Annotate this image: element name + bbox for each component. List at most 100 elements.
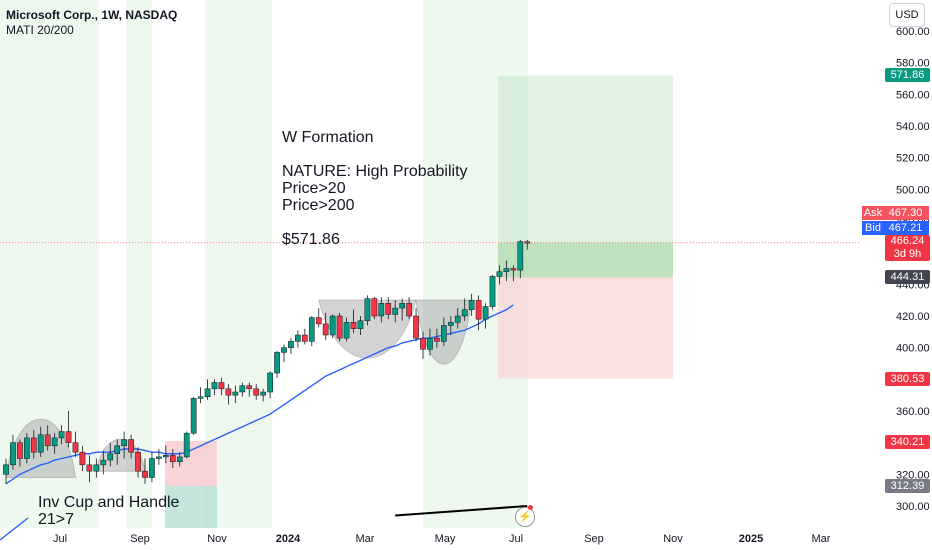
time-tick: Nov bbox=[663, 533, 683, 545]
candle-body bbox=[357, 320, 364, 329]
note-line: $571.86 bbox=[282, 231, 340, 248]
time-tick: 2025 bbox=[739, 533, 763, 545]
cup-handle-note[interactable]: Inv Cup and Handle 21>7 bbox=[38, 494, 179, 528]
candle-body bbox=[190, 398, 197, 434]
candle-body bbox=[302, 334, 308, 342]
note-line: NATURE: High Probability bbox=[282, 163, 468, 180]
time-tick: Mar bbox=[356, 533, 375, 545]
candle-body bbox=[496, 271, 503, 277]
candle-body bbox=[322, 323, 329, 336]
candle-body bbox=[524, 241, 531, 244]
candle-body bbox=[100, 459, 107, 466]
cup-target-zone bbox=[165, 486, 217, 528]
last-price-value: 466.24 bbox=[890, 235, 925, 247]
note-line: 21>7 bbox=[38, 511, 75, 528]
candle-body bbox=[169, 455, 176, 462]
cup-stop-zone bbox=[165, 441, 217, 486]
bid-price-label: Bid 467.21 bbox=[862, 221, 929, 235]
currency-button[interactable]: USD bbox=[889, 3, 925, 27]
price-tick: 420.00 bbox=[896, 311, 930, 323]
time-tick: Mar bbox=[812, 533, 831, 545]
note-line: W Formation bbox=[282, 129, 374, 146]
candle-body bbox=[371, 298, 378, 317]
candle-body bbox=[343, 322, 350, 339]
candle-body bbox=[149, 458, 155, 478]
candle-body bbox=[86, 464, 93, 472]
candle-body bbox=[17, 442, 23, 459]
candle-body bbox=[489, 276, 496, 307]
candle-body bbox=[503, 268, 510, 272]
candle-body bbox=[413, 315, 419, 339]
candle-body bbox=[218, 382, 225, 390]
candle-body bbox=[72, 442, 79, 453]
candle-body bbox=[517, 241, 524, 271]
price-tick: 600.00 bbox=[896, 26, 930, 38]
candle-body bbox=[385, 303, 392, 315]
candle-body bbox=[128, 439, 134, 453]
candle-body bbox=[295, 334, 301, 342]
symbol-title[interactable]: Microsoft Corp., 1W, NASDAQ bbox=[6, 8, 178, 22]
candle-body bbox=[253, 388, 260, 396]
price-tick: 560.00 bbox=[896, 89, 930, 101]
candle-body bbox=[107, 453, 114, 461]
candle-body bbox=[392, 307, 399, 315]
entry-price-tag: 444.31 bbox=[885, 270, 930, 284]
candle-body bbox=[454, 315, 461, 323]
price-tick: 540.00 bbox=[896, 121, 930, 133]
candle-body bbox=[225, 388, 232, 396]
candle-body bbox=[378, 303, 385, 317]
flash-icon[interactable]: ⚡ bbox=[515, 507, 535, 527]
candle-body bbox=[315, 317, 322, 325]
bar-countdown: 3d 9h bbox=[893, 248, 922, 260]
note-line bbox=[282, 146, 468, 163]
candle-body bbox=[406, 303, 412, 317]
ask-price-label: Ask 467.30 bbox=[862, 206, 929, 220]
ma-20-tail bbox=[0, 517, 29, 541]
candle-body bbox=[163, 455, 169, 458]
time-tick: Jul bbox=[53, 533, 67, 545]
price-tick: 320.00 bbox=[896, 469, 930, 481]
candle-body bbox=[420, 337, 426, 350]
bid-key: Bid bbox=[865, 222, 881, 234]
candle-body bbox=[142, 470, 148, 478]
candle-body bbox=[427, 337, 433, 350]
price-tick: 360.00 bbox=[896, 406, 930, 418]
note-line: Price>20 bbox=[282, 180, 346, 197]
time-tick: Sep bbox=[584, 533, 604, 545]
note-line: Inv Cup and Handle bbox=[38, 494, 180, 511]
candle-body bbox=[58, 431, 65, 439]
candle-body bbox=[44, 434, 51, 447]
price-tick: 500.00 bbox=[896, 184, 930, 196]
candle-body bbox=[176, 456, 183, 462]
candle-body bbox=[336, 315, 343, 339]
level-price-tag: 340.21 bbox=[885, 435, 930, 449]
candle-body bbox=[65, 431, 72, 443]
ask-key: Ask bbox=[863, 207, 883, 219]
note-line bbox=[282, 214, 468, 231]
candle-body bbox=[329, 315, 336, 336]
candle-body bbox=[260, 391, 266, 396]
candle-body bbox=[239, 385, 246, 393]
trend-band bbox=[205, 0, 272, 528]
candle-body bbox=[434, 337, 440, 342]
last-price-label: 466.24 3d 9h bbox=[885, 235, 930, 261]
level-price-tag: 312.39 bbox=[885, 479, 930, 493]
note-line: Price>200 bbox=[282, 197, 355, 214]
w-formation-note[interactable]: W Formation NATURE: High Probability Pri… bbox=[282, 129, 468, 248]
candle-body bbox=[156, 456, 162, 459]
candle-body bbox=[475, 299, 482, 320]
candle-body bbox=[197, 396, 204, 399]
indicator-label[interactable]: MATI 20/200 bbox=[6, 23, 74, 37]
price-tick: 580.00 bbox=[896, 58, 930, 70]
time-tick: Sep bbox=[130, 533, 150, 545]
ma-200-line bbox=[395, 505, 528, 517]
candle-body bbox=[204, 388, 211, 398]
candle-body bbox=[93, 464, 100, 472]
candle-body bbox=[350, 322, 357, 329]
candle-body bbox=[121, 439, 128, 447]
candle-body bbox=[183, 432, 190, 458]
candle-body bbox=[441, 325, 447, 342]
candle-body bbox=[447, 322, 454, 326]
